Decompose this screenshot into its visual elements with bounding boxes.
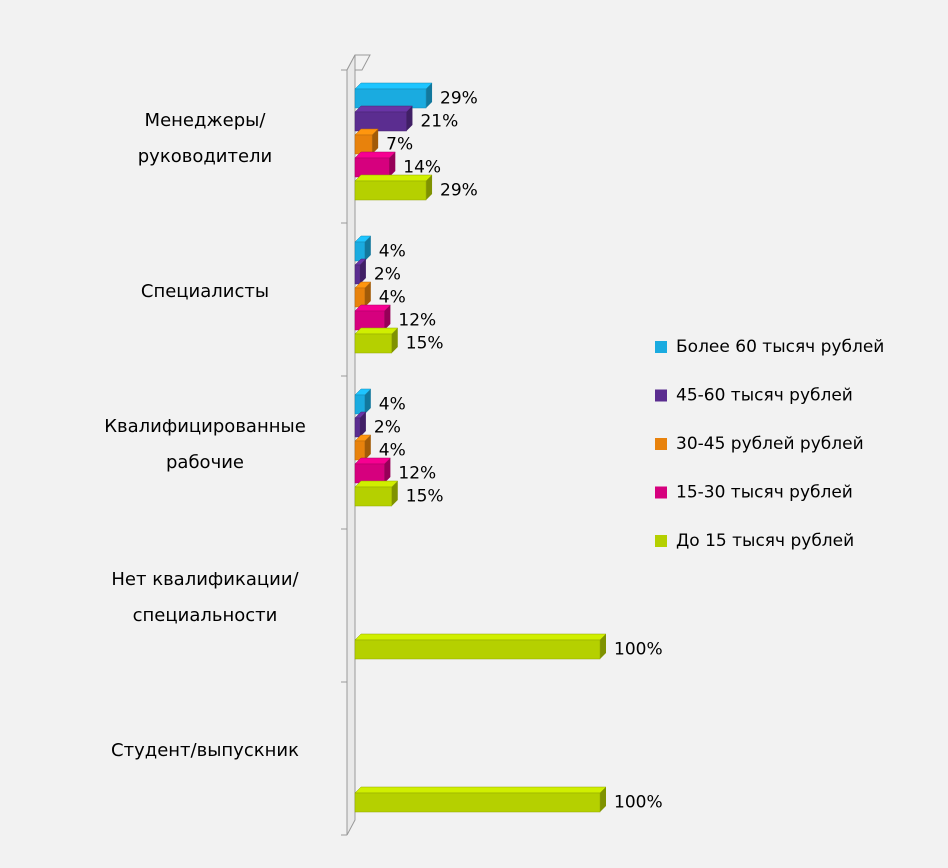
bar-top — [354, 174, 433, 182]
category-label: Квалифицированные рабочие — [104, 415, 306, 473]
data-label: 4% — [379, 441, 406, 461]
bar-side — [426, 83, 433, 108]
data-label: 21% — [420, 112, 458, 132]
bar — [354, 434, 372, 461]
legend-label: 30-45 рублей рублей — [676, 434, 864, 454]
bar-side — [406, 106, 413, 131]
data-label: 15% — [406, 487, 444, 507]
bar-front — [354, 157, 390, 178]
category-label: Студент/выпускник — [111, 739, 299, 761]
bar-front — [354, 417, 361, 438]
bar-side — [359, 412, 366, 437]
data-label: 12% — [398, 464, 436, 484]
legend-swatch — [655, 438, 667, 450]
bar-side — [600, 634, 606, 659]
bar-top — [354, 151, 396, 159]
bar — [354, 411, 367, 438]
category-label: Менеджеры/руководители — [137, 109, 273, 167]
data-label: 2% — [374, 418, 401, 438]
legend-label: 45-60 тысяч рублей — [676, 386, 853, 406]
bar-front — [354, 310, 385, 331]
bar — [354, 480, 399, 507]
bar — [354, 174, 433, 201]
bar — [354, 304, 392, 331]
legend-swatch — [655, 341, 667, 353]
bar-front — [354, 264, 361, 285]
bar — [354, 281, 372, 308]
bar-front — [354, 111, 407, 132]
data-label: 100% — [614, 793, 663, 813]
bar-side — [364, 236, 371, 261]
data-label: 14% — [403, 158, 441, 178]
bar — [354, 786, 607, 813]
bar-side — [391, 481, 398, 506]
bar — [354, 151, 396, 178]
data-label: 100% — [614, 640, 663, 660]
bar-top — [354, 457, 392, 465]
bar — [354, 633, 607, 660]
bar-top — [354, 105, 414, 113]
category-label: Специалисты — [140, 280, 270, 302]
data-label: 7% — [386, 135, 413, 155]
data-label: 4% — [379, 395, 406, 415]
bar-side — [426, 175, 433, 200]
bar-side — [389, 152, 396, 177]
legend-swatch — [655, 389, 667, 402]
bar — [354, 128, 379, 155]
data-label: 4% — [379, 242, 406, 262]
bar-side — [364, 282, 371, 307]
bar-side — [372, 129, 379, 154]
bar-side — [364, 435, 371, 460]
data-label: 29% — [440, 89, 478, 109]
bar-side — [391, 328, 398, 353]
legend-swatch — [655, 486, 667, 499]
bar — [354, 235, 372, 262]
data-label: 2% — [374, 265, 401, 285]
legend-label: Более 60 тысяч рублей — [676, 337, 884, 357]
bar-front — [354, 792, 601, 813]
bar-front — [354, 440, 366, 461]
bar — [354, 105, 414, 132]
data-label: 29% — [440, 181, 478, 201]
bar-front — [354, 394, 366, 415]
bar-front — [354, 134, 373, 155]
bar-front — [354, 287, 366, 308]
legend-label: До 15 тысяч рублей — [676, 531, 854, 551]
bar-top — [354, 82, 433, 90]
bar — [354, 82, 433, 109]
bar-top — [354, 786, 607, 794]
legend-swatch — [655, 535, 667, 547]
bar-front — [354, 639, 601, 660]
bar-front — [354, 180, 427, 201]
bar-front — [354, 333, 392, 354]
data-label: 4% — [379, 288, 406, 308]
bar-side — [384, 305, 391, 330]
bar-front — [354, 486, 392, 507]
data-label: 12% — [398, 311, 436, 331]
bar-side — [359, 259, 366, 284]
bar — [354, 327, 399, 354]
legend-label: 15-30 тысяч рублей — [676, 483, 853, 503]
bar-front — [354, 463, 385, 484]
bar-top — [354, 480, 399, 488]
bar — [354, 258, 367, 285]
data-label: 15% — [406, 334, 444, 354]
bar-top — [354, 304, 392, 312]
bar — [354, 388, 372, 415]
bar-front — [354, 88, 427, 109]
bar-top — [354, 327, 399, 335]
bar-side — [600, 787, 606, 812]
category-label: Нет квалификации/специальности — [111, 568, 299, 626]
bar-front — [354, 241, 366, 262]
axis-wall — [346, 54, 356, 836]
bar-side — [364, 389, 371, 414]
bar-side — [384, 458, 391, 483]
bar-top — [354, 633, 607, 641]
bar — [354, 457, 392, 484]
